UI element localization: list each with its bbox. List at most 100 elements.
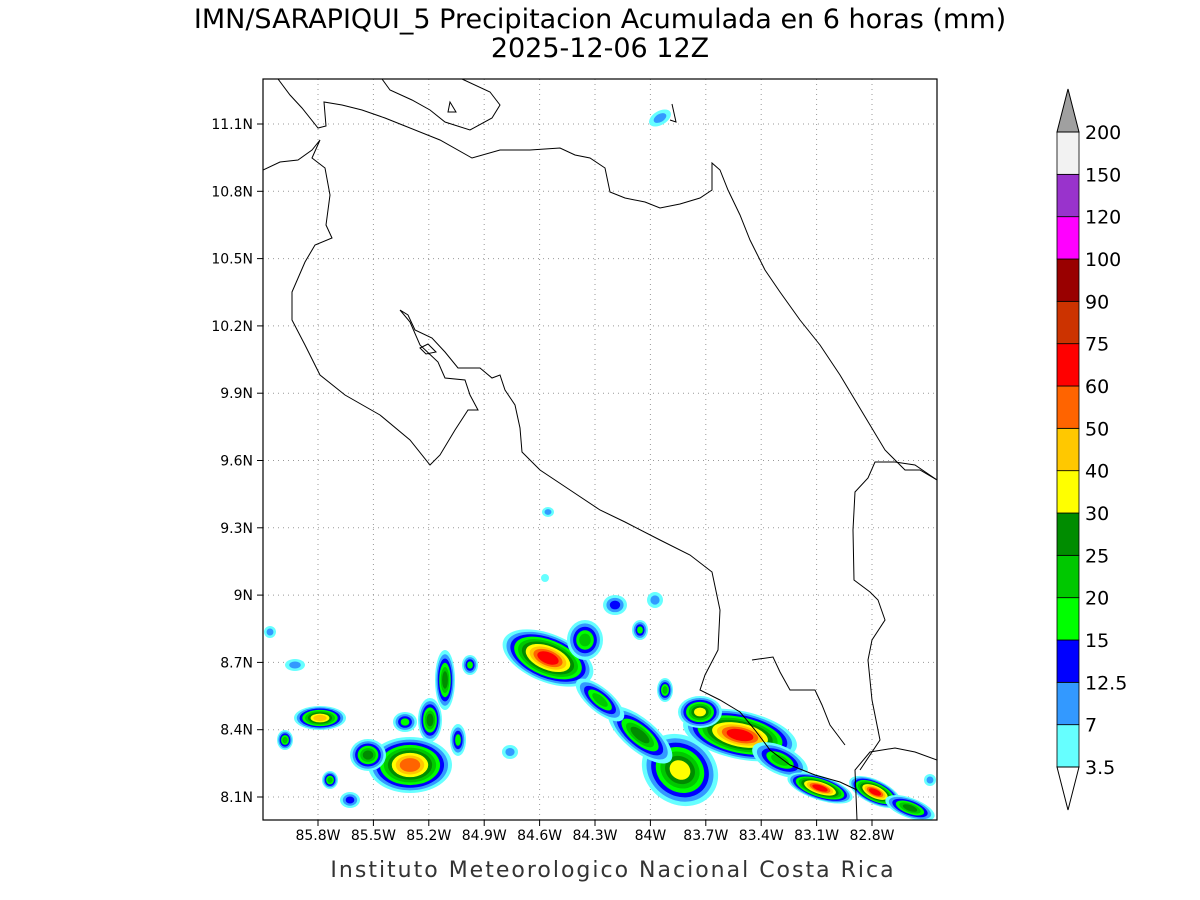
rain-area [694, 707, 706, 717]
colorbar-box [1056, 597, 1080, 641]
rain-area [541, 574, 549, 582]
y-tick-label: 9.3N [220, 521, 253, 537]
y-tick-label: 10.8N [211, 184, 253, 200]
colorbar-label: 150 [1085, 164, 1121, 186]
colorbar: 3.5 7 12.5 15 20 25 30 40 50 60 75 90 100 120 150 200 [1056, 88, 1127, 811]
x-tick-label: 82.8W [849, 828, 894, 844]
colorbar-box [1056, 512, 1080, 556]
coastlines [263, 79, 937, 820]
colorbar-box [1056, 427, 1080, 472]
coastline [381, 79, 501, 131]
colorbar-box [1056, 258, 1080, 302]
coastline [263, 139, 858, 791]
coastline [854, 747, 937, 820]
rain-area [653, 113, 667, 123]
colorbar-label: 7 [1085, 715, 1097, 737]
x-tick-label: 83.1W [794, 828, 839, 844]
rain-area [399, 758, 421, 772]
colorbar-label: 12.5 [1085, 672, 1127, 694]
colorbar-label: 200 [1085, 122, 1121, 144]
rain-area [812, 784, 828, 792]
colorbar-box [1056, 173, 1080, 218]
coastline [419, 100, 677, 355]
rain-area [426, 713, 434, 727]
rain-area [313, 714, 327, 722]
x-tick-label: 85.2W [406, 828, 451, 844]
rain-area [726, 728, 754, 742]
colorbar-box [1056, 724, 1080, 768]
rain-area [537, 651, 559, 665]
x-tick-label: 84.9W [462, 828, 507, 844]
x-tick-label: 85.8W [295, 828, 340, 844]
colorbar-box [1056, 300, 1080, 345]
rain-area [400, 718, 410, 726]
y-tick-label: 8.1N [220, 790, 253, 806]
x-tick-label: 84W [635, 828, 667, 844]
colorbar-box [1056, 554, 1080, 599]
y-tick-label: 10.5N [211, 252, 253, 268]
colorbar-label: 60 [1085, 376, 1109, 398]
rain-area [544, 509, 552, 515]
rain-area [630, 726, 650, 744]
colorbar-box [1056, 385, 1080, 429]
colorbar-label: 50 [1085, 418, 1109, 440]
title: IMN/SARAPIQUI_5 Precipitacion Acumulada … [194, 4, 1006, 35]
colorbar-label: 40 [1085, 461, 1109, 483]
colorbar-box [1056, 681, 1080, 726]
rain-area [266, 628, 274, 636]
x-tick-label: 84.3W [572, 828, 617, 844]
coastline [277, 79, 937, 481]
colorbar-box [1056, 343, 1080, 387]
rain-area [637, 626, 643, 634]
colorbar-under [1056, 766, 1080, 811]
rain-area [455, 734, 461, 746]
x-tick-label: 85.5W [351, 828, 396, 844]
colorbar-label: 100 [1085, 249, 1121, 271]
colorbar-label: 30 [1085, 503, 1109, 525]
colorbar-label: 3.5 [1085, 757, 1115, 779]
rain-area [579, 633, 591, 647]
rain-area [868, 788, 882, 796]
rain-area [592, 693, 608, 707]
colorbar-box [1056, 639, 1080, 683]
colorbar-box [1056, 470, 1080, 514]
rain-area [662, 686, 668, 694]
colorbar-label: 25 [1085, 545, 1109, 567]
rain-area [926, 776, 934, 784]
coastline [751, 656, 846, 746]
grid [257, 79, 937, 826]
rain-area [362, 750, 374, 760]
rain-area [442, 671, 448, 689]
colorbar-label: 120 [1085, 207, 1121, 229]
rain-area [650, 595, 660, 605]
colorbar-over [1056, 88, 1080, 133]
subtitle: 2025-12-06 12Z [491, 33, 709, 64]
y-tick-label: 9.9N [220, 386, 253, 402]
rain-area [345, 796, 355, 804]
rain-area [902, 804, 918, 812]
footer: Instituto Meteorologico Nacional Costa R… [330, 858, 895, 883]
precipitation [264, 109, 936, 820]
colorbar-label: 20 [1085, 588, 1109, 610]
colorbar-label: 90 [1085, 291, 1109, 313]
rain-area [282, 736, 288, 744]
colorbar-box [1056, 131, 1080, 175]
x-tick-label: 84.6W [517, 828, 562, 844]
y-tick-label: 11.1N [211, 117, 253, 133]
rain-area [467, 661, 473, 669]
x-tick-label: 83.7W [683, 828, 728, 844]
rain-area [771, 754, 789, 766]
plot-frame [262, 78, 938, 821]
y-tick-label: 9.6N [220, 454, 253, 470]
rain-area [669, 760, 691, 780]
rain-area [327, 777, 333, 783]
coastline [852, 461, 937, 771]
rain-area [609, 600, 621, 610]
rain-area [289, 661, 301, 669]
y-tick-label: 8.4N [220, 723, 253, 739]
rain-area [505, 747, 515, 757]
x-tick-label: 83.4W [739, 828, 784, 844]
colorbar-box [1056, 216, 1080, 260]
y-tick-label: 9N [234, 588, 253, 604]
